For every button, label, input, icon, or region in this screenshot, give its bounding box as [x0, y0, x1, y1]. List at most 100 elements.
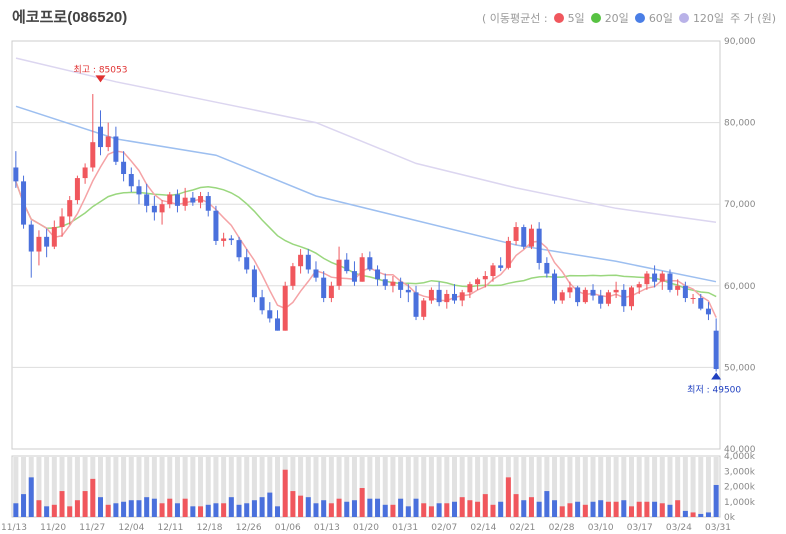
volume-bar-bg	[298, 457, 304, 517]
volume-bar	[621, 500, 627, 517]
volume-bar	[544, 491, 550, 517]
volume-bar	[575, 501, 581, 517]
volume-bar	[97, 497, 104, 517]
candle-body	[613, 289, 619, 293]
volume-tick-label: 2,000k	[724, 483, 756, 493]
volume-bar	[159, 503, 165, 517]
candle-body	[244, 257, 250, 270]
volume-tick-label: 3,000k	[724, 467, 756, 477]
candle-body	[582, 289, 588, 303]
x-tick-label: 02/14	[470, 523, 496, 533]
candle-body	[97, 126, 104, 148]
volume-bar-bg	[598, 457, 604, 517]
candle-body	[367, 257, 373, 270]
volume-bar	[475, 501, 481, 517]
candle-body	[259, 297, 265, 311]
volume-bar-bg	[513, 457, 519, 517]
volume-bar	[375, 498, 381, 517]
volume-bar-bg	[313, 457, 319, 517]
volume-bar-bg	[690, 457, 696, 517]
volume-bar	[59, 491, 65, 517]
legend-item-ma120[interactable]: 120일	[678, 10, 724, 26]
volume-bar-bg	[351, 457, 357, 517]
volume-bar	[528, 497, 534, 517]
volume-bar	[698, 513, 704, 517]
candle-body	[113, 136, 119, 162]
legend-label-ma60: 60일	[648, 12, 673, 25]
price-plot-frame	[11, 40, 721, 450]
volume-bar	[359, 488, 365, 517]
candle-body	[67, 200, 73, 217]
candle-body	[359, 257, 365, 282]
volume-bar-bg	[528, 457, 534, 517]
volume-bar	[690, 512, 696, 517]
volume-bar	[305, 497, 311, 517]
candle-body	[690, 298, 696, 300]
volume-bar-bg	[367, 457, 373, 517]
volume-bar	[290, 491, 296, 517]
candle-body	[598, 295, 604, 304]
candle-body	[274, 318, 281, 331]
candle-body	[313, 269, 319, 278]
volume-bar	[636, 501, 642, 517]
volume-plot-frame	[11, 455, 721, 518]
volume-bar-bg	[205, 457, 211, 517]
volume-bar	[436, 503, 442, 517]
volume-bar	[336, 498, 342, 517]
volume-bar	[559, 506, 565, 517]
volume-bar	[713, 484, 719, 517]
legend-dot-ma120	[678, 13, 689, 23]
volume-bar-bg	[590, 457, 596, 517]
volume-bar	[428, 506, 434, 517]
candle-body	[536, 228, 542, 263]
candle-body	[459, 292, 465, 301]
volume-bar-bg	[21, 457, 27, 517]
volume-bar	[182, 498, 188, 517]
legend-item-ma60[interactable]: 60일	[634, 10, 673, 26]
candle-body	[705, 308, 711, 315]
volume-bar	[367, 498, 373, 517]
high-marker	[95, 75, 106, 83]
volume-bar-bg	[467, 457, 473, 517]
volume-bar-bg	[336, 457, 342, 517]
candle-body	[475, 279, 481, 285]
candle-body	[298, 254, 304, 267]
volume-bar	[421, 503, 427, 517]
legend-item-ma20[interactable]: 20일	[590, 10, 629, 26]
legend-label-ma20: 20일	[604, 12, 629, 25]
volume-bar	[675, 500, 681, 517]
candle-body	[505, 240, 511, 268]
candle-body	[590, 289, 596, 296]
volume-bar-bg	[128, 457, 134, 517]
volume-bar-bg	[305, 457, 311, 517]
candle-body	[59, 216, 65, 228]
x-tick-label: 02/21	[509, 523, 535, 533]
volume-bar	[190, 506, 196, 517]
volume-bar-bg	[482, 457, 488, 517]
volume-bar	[213, 503, 219, 517]
candle-body	[90, 142, 96, 168]
candle-body	[151, 205, 157, 213]
volume-bar	[74, 500, 80, 517]
volume-bar-bg	[605, 457, 611, 517]
volume-bar	[467, 500, 473, 517]
volume-bar	[321, 500, 327, 517]
volume-bar-bg	[344, 457, 350, 517]
candle-body	[513, 227, 519, 241]
y-tick-label: 40,000	[724, 445, 756, 455]
candle-body	[282, 285, 288, 331]
candle-body	[228, 238, 234, 241]
x-tick-label: 12/26	[236, 523, 262, 533]
volume-bar-bg	[544, 457, 550, 517]
legend-item-ma5[interactable]: 5일	[553, 10, 585, 26]
volume-bar	[90, 478, 96, 517]
x-tick-label: 11/20	[40, 523, 66, 533]
volume-bar-bg	[536, 457, 542, 517]
candle-body	[236, 240, 242, 258]
volume-bar-bg	[267, 457, 273, 517]
candle-body	[682, 285, 688, 299]
volume-bar-bg	[428, 457, 434, 517]
candle-body	[621, 289, 627, 307]
volume-bar-bg	[59, 457, 65, 517]
volume-bar-bg	[167, 457, 173, 517]
